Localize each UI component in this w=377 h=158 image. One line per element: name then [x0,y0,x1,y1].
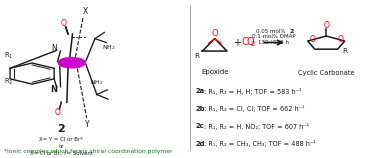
Text: 0.1 mol% DMAP: 0.1 mol% DMAP [252,34,296,39]
Text: O: O [337,35,343,44]
Text: C: C [242,37,248,47]
Text: O: O [309,35,315,44]
Text: R$_2$: R$_2$ [4,77,14,87]
Text: O: O [211,29,218,38]
Text: O: O [246,37,254,47]
Text: 2d: 2d [196,141,205,147]
Text: 0.05 mol%: 0.05 mol% [256,29,288,34]
Text: Cyclic Carbonate: Cyclic Carbonate [298,70,354,76]
Text: R: R [342,48,347,54]
Text: 2: 2 [289,29,294,34]
Text: 2a: 2a [196,88,205,94]
Text: 2: 2 [251,41,255,47]
Text: O: O [55,108,60,117]
Text: 2b: 2b [196,106,205,112]
Text: : R₁, R₂ = Cl, Cl; TOF = 662 h⁻¹: : R₁, R₂ = Cl, Cl; TOF = 662 h⁻¹ [204,105,305,112]
Text: O: O [323,21,329,30]
Text: +: + [233,37,241,48]
Text: X: X [83,7,88,16]
Text: R: R [194,53,199,59]
Text: N: N [50,85,57,94]
Text: Epoxide: Epoxide [201,69,228,75]
Text: or: or [58,144,64,149]
Text: Co: Co [65,58,78,67]
FancyArrowPatch shape [264,40,282,45]
Circle shape [58,57,86,69]
Text: X= Cl or Br, Y= Solvent: X= Cl or Br, Y= Solvent [30,151,93,156]
Text: 130 °C, 3 h: 130 °C, 3 h [258,40,289,45]
Text: NH$_2$: NH$_2$ [103,43,116,52]
Text: 2: 2 [57,125,65,134]
Text: : R₁, R₂ = H, H; TOF = 583 h⁻¹: : R₁, R₂ = H, H; TOF = 583 h⁻¹ [204,88,302,95]
Text: : R₁, R₂ = H, NO₂; TOF = 607 h⁻¹: : R₁, R₂ = H, NO₂; TOF = 607 h⁻¹ [204,123,310,130]
Text: : R₁, R₂ = CH₃, CH₃; TOF = 488 h⁻¹: : R₁, R₂ = CH₃, CH₃; TOF = 488 h⁻¹ [204,140,316,147]
Text: NH$_2$: NH$_2$ [90,78,104,87]
Text: O: O [60,19,66,28]
Text: Y: Y [85,120,90,129]
Text: *Ionic complex which forms chiral coordination polymer: *Ionic complex which forms chiral coordi… [5,149,173,154]
Text: N: N [51,44,57,53]
Text: R$_1$: R$_1$ [4,51,14,61]
Text: X= Y = Cl or Br*: X= Y = Cl or Br* [39,137,83,142]
Text: 2c: 2c [196,123,205,129]
